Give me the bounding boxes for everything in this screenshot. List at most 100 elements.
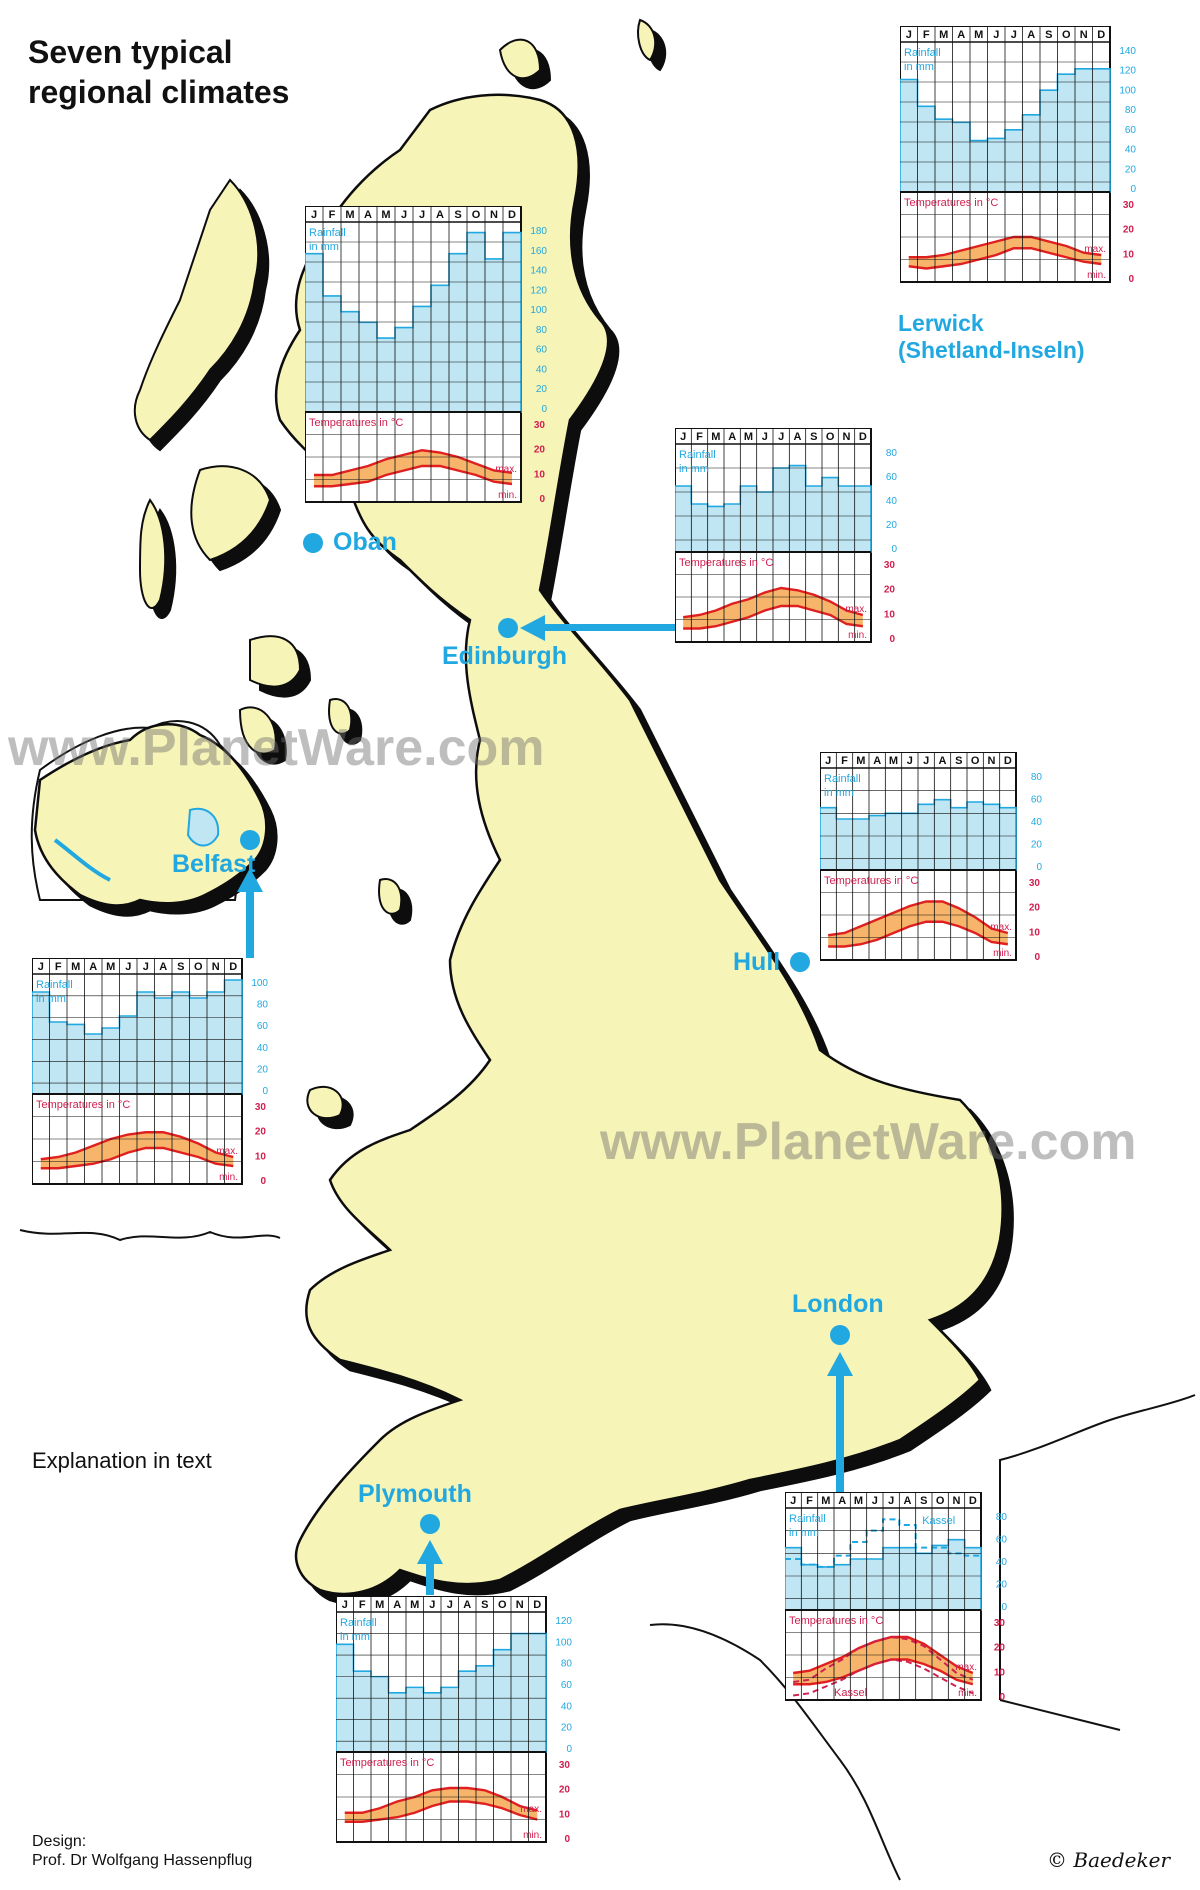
rainfall-tick: 80: [886, 448, 898, 459]
month-label: J: [762, 431, 768, 443]
temperature-tick: 0: [1128, 274, 1134, 284]
temperature-tick: 10: [1029, 927, 1041, 938]
month-label: M: [410, 1599, 419, 1611]
city-label-plymouth: Plymouth: [358, 1480, 472, 1508]
rainfall-unit-label: in mm: [904, 61, 934, 73]
max-label: max.: [520, 1804, 542, 1815]
temperature-label: Temperatures in °C: [789, 1615, 883, 1627]
month-label: J: [419, 209, 425, 221]
rainfall-tick: 20: [996, 1580, 1008, 1591]
temperature-tick: 20: [559, 1785, 571, 1796]
month-label: F: [923, 29, 930, 41]
comparison-rainfall-label: Kassel: [922, 1515, 955, 1527]
month-label: A: [838, 1495, 846, 1507]
mull-island: [249, 635, 302, 688]
rainfall-tick: 0: [262, 1086, 268, 1097]
temperature-tick: 0: [539, 494, 545, 504]
month-label: A: [873, 755, 881, 767]
rainfall-tick: 80: [536, 325, 548, 336]
climate-chart-belfast: J F M A M J J A S O N D1008060402003020100Rainfalli…: [32, 958, 269, 1186]
month-label: F: [806, 1495, 813, 1507]
copyright: © Baedeker: [1047, 1848, 1170, 1872]
rainfall-tick: 100: [530, 305, 547, 316]
rainfall-tick: 120: [1119, 66, 1136, 77]
rainfall-tick: 60: [536, 345, 548, 356]
min-label: min.: [219, 1172, 238, 1183]
temperature-tick: 30: [255, 1102, 267, 1113]
watermark-middle: www.PlanetWare.com: [600, 1113, 1137, 1171]
anglesey-island: [306, 1085, 344, 1120]
lewis-island: [133, 178, 260, 442]
temperature-label: Temperatures in °C: [340, 1757, 434, 1769]
month-label: J: [401, 209, 407, 221]
month-label: S: [454, 209, 461, 221]
rainfall-tick: 20: [886, 520, 898, 531]
temperature-label: Temperatures in °C: [904, 197, 998, 209]
rainfall-tick: 60: [257, 1021, 269, 1032]
max-label: max.: [955, 1662, 977, 1673]
rainfall-tick: 20: [561, 1723, 573, 1734]
oban-marker: [303, 533, 323, 553]
rainfall-tick: 0: [1036, 862, 1042, 873]
design-author: Prof. Dr Wolfgang Hassenpflug: [32, 1852, 253, 1869]
city-label-hull: Hull: [733, 948, 781, 976]
continent-coast: [999, 1394, 1196, 1700]
temperature-tick: 20: [534, 445, 546, 456]
rainfall-tick: 140: [1119, 46, 1136, 57]
rainfall-tick: 140: [530, 266, 547, 277]
rainfall-tick: 40: [536, 364, 548, 375]
rainfall-tick: 0: [1001, 1602, 1007, 1613]
rainfall-tick: 60: [1125, 125, 1137, 136]
climate-chart-plymouth: J F M A M J J A S O N D1201008060402003020100Rainfa…: [336, 1596, 573, 1844]
month-label: N: [516, 1599, 524, 1611]
city-label-edinburgh: Edinburgh: [442, 642, 567, 670]
rainfall-tick: 0: [1130, 184, 1136, 195]
rainfall-unit-label: in mm: [679, 463, 709, 475]
month-label: J: [872, 1495, 878, 1507]
comparison-temp-min-line: [793, 1658, 974, 1697]
month-label: J: [429, 1599, 435, 1611]
temperature-tick: 10: [994, 1667, 1006, 1678]
month-label: O: [826, 431, 835, 443]
min-label: min.: [958, 1688, 977, 1699]
month-label: F: [841, 755, 848, 767]
temperature-tick: 0: [260, 1176, 266, 1186]
temperature-band: [908, 237, 1102, 269]
temperature-tick: 0: [889, 634, 895, 644]
ireland-coast-south: [19, 1229, 281, 1242]
min-label: min.: [498, 490, 517, 501]
month-label: F: [329, 209, 336, 221]
temperature-tick: 10: [559, 1809, 571, 1820]
month-label: A: [1027, 29, 1035, 41]
temperature-tick: 10: [1123, 249, 1135, 260]
month-label: M: [711, 431, 720, 443]
plymouth-marker: [420, 1514, 440, 1534]
climate-chart-lerwick: J F M A M J J A S O N D1401201008060402003020100Rai…: [900, 26, 1137, 284]
rainfall-unit-label: in mm: [309, 241, 339, 253]
month-label: D: [508, 209, 516, 221]
month-label: M: [381, 209, 390, 221]
city-label-belfast: Belfast: [172, 850, 256, 878]
temperature-label: Temperatures in °C: [824, 875, 918, 887]
month-label: M: [974, 29, 983, 41]
rainfall-label: Rainfall: [36, 979, 73, 991]
month-label: A: [393, 1599, 401, 1611]
month-label: D: [969, 1495, 977, 1507]
isle-of-man: [378, 878, 403, 915]
month-label: J: [906, 29, 912, 41]
month-label: M: [939, 29, 948, 41]
month-label: M: [744, 431, 753, 443]
min-label: min.: [1087, 270, 1106, 281]
month-label: D: [1004, 755, 1012, 767]
rainfall-tick: 180: [530, 226, 547, 237]
islay-island: [238, 706, 277, 755]
rainfall-label: Rainfall: [340, 1617, 377, 1629]
month-label: F: [696, 431, 703, 443]
map-title: Seven typical regional climates: [28, 32, 289, 112]
min-label: min.: [993, 948, 1012, 959]
rainfall-tick: 40: [886, 496, 898, 507]
comparison-temp-label: Kassel: [834, 1687, 867, 1699]
rainfall-tick: 80: [1125, 105, 1137, 116]
belfast-arrow: [237, 868, 263, 958]
temperature-tick: 20: [255, 1127, 267, 1138]
